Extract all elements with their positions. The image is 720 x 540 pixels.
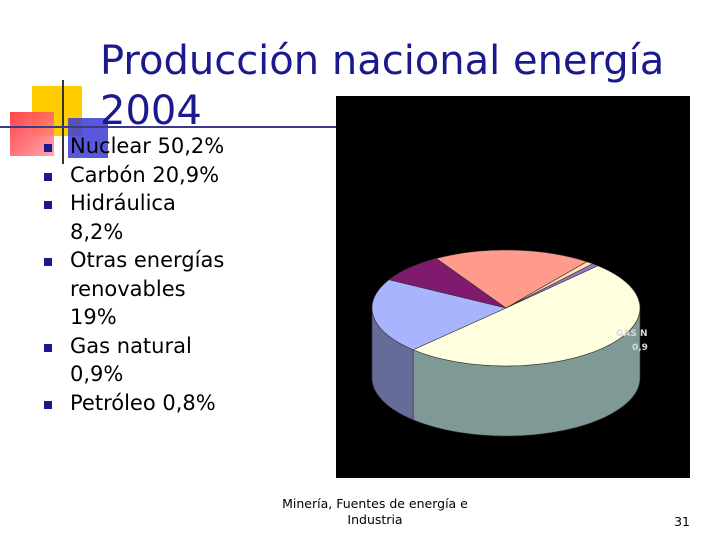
slice-label-gas-line-2: 0,9 xyxy=(632,343,648,353)
bullet-square-icon xyxy=(44,400,52,409)
bullet-square-icon xyxy=(44,201,52,209)
footer-text: Minería, Fuentes de energía e Industria xyxy=(282,496,468,527)
bullet-square-icon xyxy=(44,172,52,181)
pie-chart-panel: GAS N 0,9 xyxy=(336,96,690,478)
pie-slice-carbon xyxy=(371,279,507,351)
decor-square-blue xyxy=(68,118,108,158)
decor-vertical-line xyxy=(62,80,64,164)
title-line-2: 2004 xyxy=(100,88,202,134)
page-number: 31 xyxy=(674,514,690,529)
bullet-square-icon xyxy=(44,144,52,152)
bullet-square-icon xyxy=(44,258,52,266)
slice-label-gas-line-1: GAS N xyxy=(616,329,648,339)
pie-slice-petroleo xyxy=(505,263,599,309)
bullet-list: Nuclear 50,2% Carbón 20,9% Hidráulica 8,… xyxy=(44,132,294,417)
bullet-item-gas-natural: Gas natural 0,9% xyxy=(44,332,294,389)
pie-slice-nuclear xyxy=(412,265,641,367)
pie-slice-otras-renovables xyxy=(435,249,588,309)
pie-chart: GAS N 0,9 xyxy=(371,249,648,437)
bullet-item-nuclear: Nuclear 50,2% xyxy=(44,132,294,161)
decor-horizontal-line xyxy=(0,126,336,128)
bullet-item-hidraulica: Hidráulica 8,2% xyxy=(44,189,294,246)
bullet-item-petroleo: Petróleo 0,8% xyxy=(44,389,294,418)
title-line-1: Producción nacional energía xyxy=(100,38,665,84)
slide-title: Producción nacional energía 2004 xyxy=(100,36,700,136)
bullet-square-icon xyxy=(44,343,52,352)
bullet-item-otras-renovables: Otras energías renovables 19% xyxy=(44,246,294,332)
bullet-item-carbon: Carbón 20,9% xyxy=(44,161,294,190)
